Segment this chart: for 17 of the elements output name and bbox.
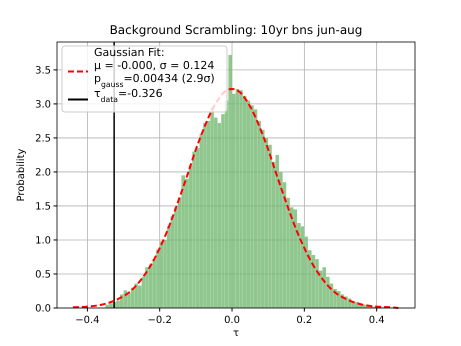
y-tick-label: 3.5: [35, 65, 51, 76]
x-tick-label: 0.4: [368, 315, 385, 326]
legend-label: Gaussian Fit: μ = -0.000, σ = 0.124 p$_{gauss}$=0.00434 (2.9σ): [94, 46, 215, 88]
x-tick-label: −0.2: [148, 315, 172, 326]
y-tick-label: 0.5: [35, 269, 51, 280]
x-tick-label: 0.0: [224, 315, 240, 326]
y-tick-label: 2.0: [35, 167, 51, 178]
x-tick-label: 0.2: [296, 315, 312, 326]
y-axis-title: Probability: [16, 148, 27, 202]
y-tick-label: 1.0: [35, 235, 51, 246]
y-tick-label: 0.0: [35, 304, 51, 314]
y-tick-label: 2.5: [35, 133, 51, 144]
x-axis-title: τ: [232, 328, 240, 339]
y-tick-label: 1.5: [35, 201, 51, 212]
chart-title: Background Scrambling: 10yr bns jun-aug: [110, 23, 362, 37]
y-tick-label: 3.0: [35, 99, 51, 110]
x-tick-label: −0.4: [75, 315, 100, 326]
